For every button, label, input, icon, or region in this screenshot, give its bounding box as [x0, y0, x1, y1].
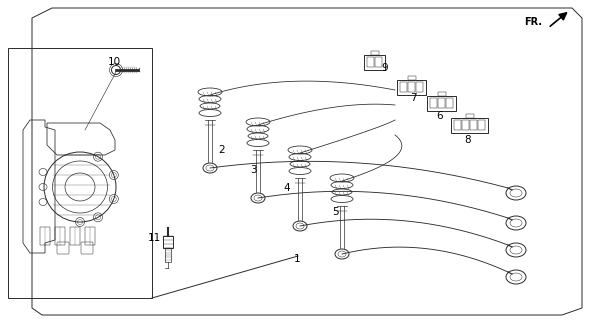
Text: 1: 1: [294, 254, 301, 264]
Text: 3: 3: [250, 165, 257, 175]
Text: 2: 2: [218, 145, 225, 155]
Text: 7: 7: [410, 93, 417, 103]
Text: 9: 9: [381, 63, 388, 73]
Text: 4: 4: [283, 183, 290, 193]
Text: 11: 11: [148, 233, 161, 243]
Text: 6: 6: [436, 111, 442, 121]
Text: FR.: FR.: [524, 17, 542, 27]
Text: 5: 5: [332, 207, 339, 217]
Text: 8: 8: [464, 135, 471, 145]
Text: 10: 10: [108, 57, 121, 67]
